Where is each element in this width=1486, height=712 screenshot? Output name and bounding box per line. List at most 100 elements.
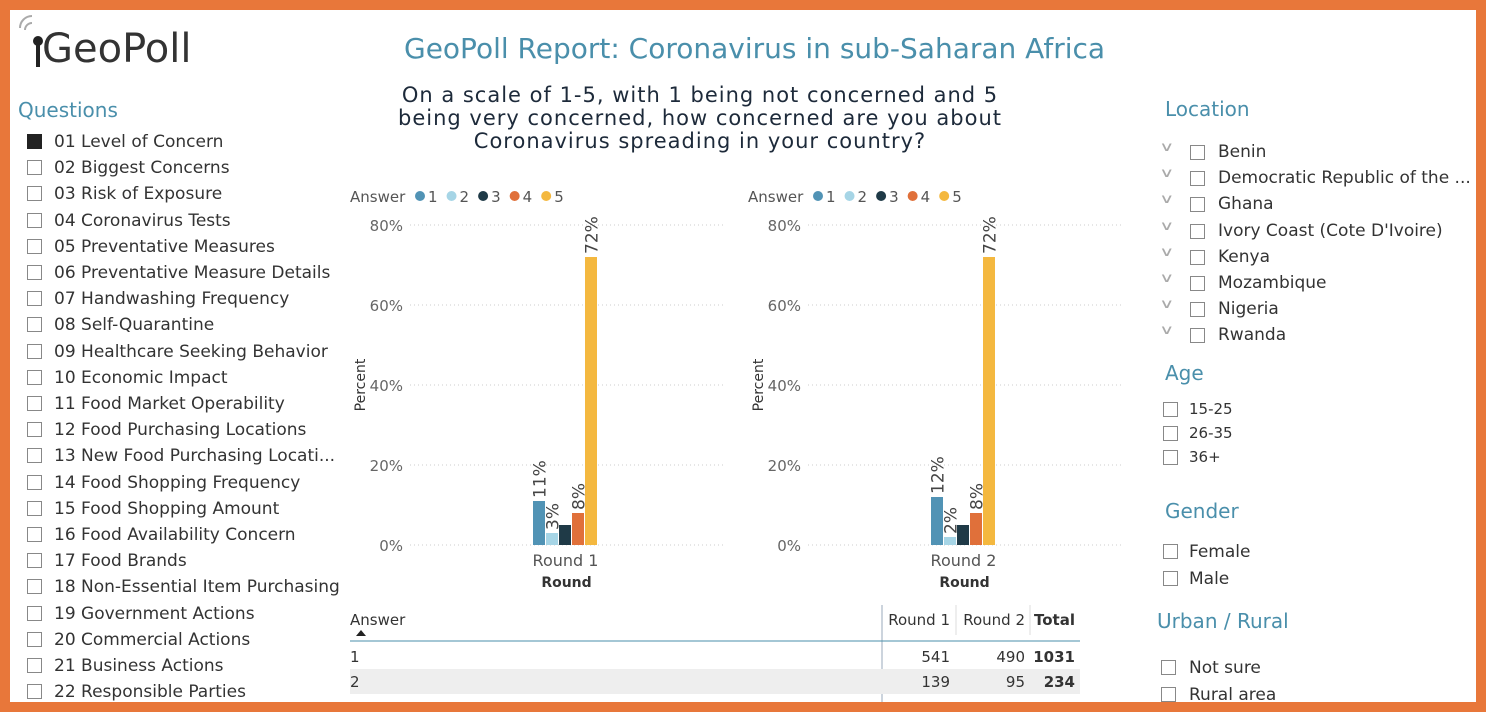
checkbox[interactable] xyxy=(27,605,42,621)
location-item[interactable]: Ghana xyxy=(1218,194,1274,215)
checkbox[interactable] xyxy=(27,160,42,176)
location-item[interactable]: Kenya xyxy=(1218,246,1271,267)
question-item[interactable]: 03 Risk of Exposure xyxy=(54,184,223,205)
question-item[interactable]: 04 Coronavirus Tests xyxy=(54,210,231,231)
value-label: 2% xyxy=(942,507,962,534)
checkbox[interactable] xyxy=(1163,571,1178,586)
checkbox[interactable] xyxy=(27,238,42,254)
question-item[interactable]: 20 Commercial Actions xyxy=(54,629,251,650)
bar xyxy=(957,525,969,545)
expand-chevron[interactable]: ∨ xyxy=(1159,323,1175,339)
checkbox[interactable] xyxy=(1190,302,1205,318)
age-item[interactable]: 26-35 xyxy=(1189,424,1233,442)
location-item[interactable]: Democratic Republic of the ... xyxy=(1218,168,1471,189)
checkbox[interactable] xyxy=(27,212,42,228)
question-item[interactable]: 11 Food Market Operability xyxy=(54,394,285,414)
table-cell: 1031 xyxy=(1033,648,1075,666)
question-item[interactable]: 15 Food Shopping Amount xyxy=(54,498,280,519)
checkbox[interactable] xyxy=(1190,249,1205,265)
checkbox[interactable] xyxy=(1163,426,1178,441)
checkbox[interactable] xyxy=(1163,544,1178,559)
checkbox[interactable] xyxy=(1190,197,1205,213)
expand-chevron[interactable]: ∨ xyxy=(1159,271,1175,286)
checkbox[interactable] xyxy=(27,500,42,516)
age-item[interactable]: 15-25 xyxy=(1189,400,1233,418)
y-tick-label: 20% xyxy=(370,457,403,475)
y-tick-label: 40% xyxy=(768,377,801,395)
checkbox[interactable] xyxy=(27,579,42,595)
checkbox[interactable] xyxy=(27,631,42,647)
checkbox[interactable] xyxy=(27,553,42,569)
location-item[interactable]: Nigeria xyxy=(1218,299,1279,320)
question-item[interactable]: 13 New Food Purchasing Locati... xyxy=(54,446,336,467)
checkbox[interactable] xyxy=(27,527,42,542)
question-item[interactable]: 01 Level of Concern xyxy=(54,132,224,152)
checkbox[interactable] xyxy=(27,396,42,411)
y-axis-title: Percent xyxy=(353,358,369,411)
question-item[interactable]: 22 Responsible Parties xyxy=(54,682,246,702)
legend-label: 3 xyxy=(889,188,899,206)
gender-item[interactable]: Female xyxy=(1189,542,1251,562)
question-item[interactable]: 05 Preventative Measures xyxy=(54,236,275,257)
location-item[interactable]: Benin xyxy=(1218,142,1267,162)
urban-item[interactable]: Rural area xyxy=(1189,685,1277,702)
question-item[interactable]: 18 Non-Essential Item Purchasing xyxy=(54,577,340,598)
question-item[interactable]: 12 Food Purchasing Locations xyxy=(54,420,307,441)
checkbox[interactable] xyxy=(1163,402,1178,417)
question-item[interactable]: 02 Biggest Concerns xyxy=(54,158,230,179)
question-item[interactable]: 10 Economic Impact xyxy=(54,367,228,388)
expand-chevron[interactable]: ∨ xyxy=(1159,140,1175,155)
checkbox[interactable] xyxy=(27,291,42,307)
checkbox[interactable] xyxy=(27,369,42,385)
location-item[interactable]: Ivory Coast (Cote D'Ivoire) xyxy=(1218,220,1443,241)
question-item[interactable]: 17 Food Brands xyxy=(54,551,187,572)
checkbox[interactable] xyxy=(27,134,42,149)
question-item[interactable]: 16 Food Availability Concern xyxy=(54,525,296,545)
question-item[interactable]: 19 Government Actions xyxy=(54,603,255,624)
checkbox[interactable] xyxy=(27,343,42,359)
age-item[interactable]: 36+ xyxy=(1189,448,1221,466)
location-item[interactable]: Mozambique xyxy=(1218,273,1327,293)
checkbox[interactable] xyxy=(1190,223,1205,239)
checkbox[interactable] xyxy=(27,265,42,280)
question-item[interactable]: 21 Business Actions xyxy=(54,656,224,676)
question-item[interactable]: 09 Healthcare Seeking Behavior xyxy=(54,341,328,362)
bar xyxy=(533,501,545,545)
checkbox[interactable] xyxy=(1190,171,1205,187)
checkbox[interactable] xyxy=(27,186,42,202)
expand-chevron[interactable]: ∨ xyxy=(1159,192,1175,208)
urban-item[interactable]: Not sure xyxy=(1189,658,1261,678)
value-label: 11% xyxy=(531,460,551,498)
checkbox[interactable] xyxy=(1190,276,1205,291)
question-text: On a scale of 1-5, with 1 being not conc… xyxy=(398,83,1002,153)
expand-chevron[interactable]: ∨ xyxy=(1159,297,1175,313)
checkbox[interactable] xyxy=(27,684,42,700)
checkbox[interactable] xyxy=(1163,450,1178,465)
legend-label: 1 xyxy=(428,188,438,206)
expand-chevron[interactable]: ∨ xyxy=(1159,166,1175,182)
question-item[interactable]: 08 Self-Quarantine xyxy=(54,315,215,336)
checkbox[interactable] xyxy=(27,474,42,490)
question-item[interactable]: 14 Food Shopping Frequency xyxy=(54,472,301,493)
logo: GeoPoll xyxy=(42,26,192,72)
checkbox[interactable] xyxy=(27,317,42,333)
checkbox[interactable] xyxy=(1161,687,1176,702)
checkbox[interactable] xyxy=(27,448,42,464)
question-item[interactable]: 06 Preventative Measure Details xyxy=(54,263,331,283)
checkbox[interactable] xyxy=(27,422,42,438)
checkbox[interactable] xyxy=(1190,328,1205,344)
legend-dot xyxy=(907,191,918,201)
location-item[interactable]: Rwanda xyxy=(1218,325,1287,346)
y-axis-title: Percent xyxy=(751,358,767,411)
bar xyxy=(572,513,584,545)
table-cell: 490 xyxy=(996,648,1025,666)
checkbox[interactable] xyxy=(1161,660,1176,675)
checkbox[interactable] xyxy=(1190,145,1205,160)
expand-chevron[interactable]: ∨ xyxy=(1159,218,1175,234)
question-item[interactable]: 07 Handwashing Frequency xyxy=(54,289,290,310)
checkbox[interactable] xyxy=(27,658,42,673)
y-tick-label: 20% xyxy=(768,457,801,475)
expand-chevron[interactable]: ∨ xyxy=(1159,244,1175,260)
gender-item[interactable]: Male xyxy=(1189,569,1230,589)
